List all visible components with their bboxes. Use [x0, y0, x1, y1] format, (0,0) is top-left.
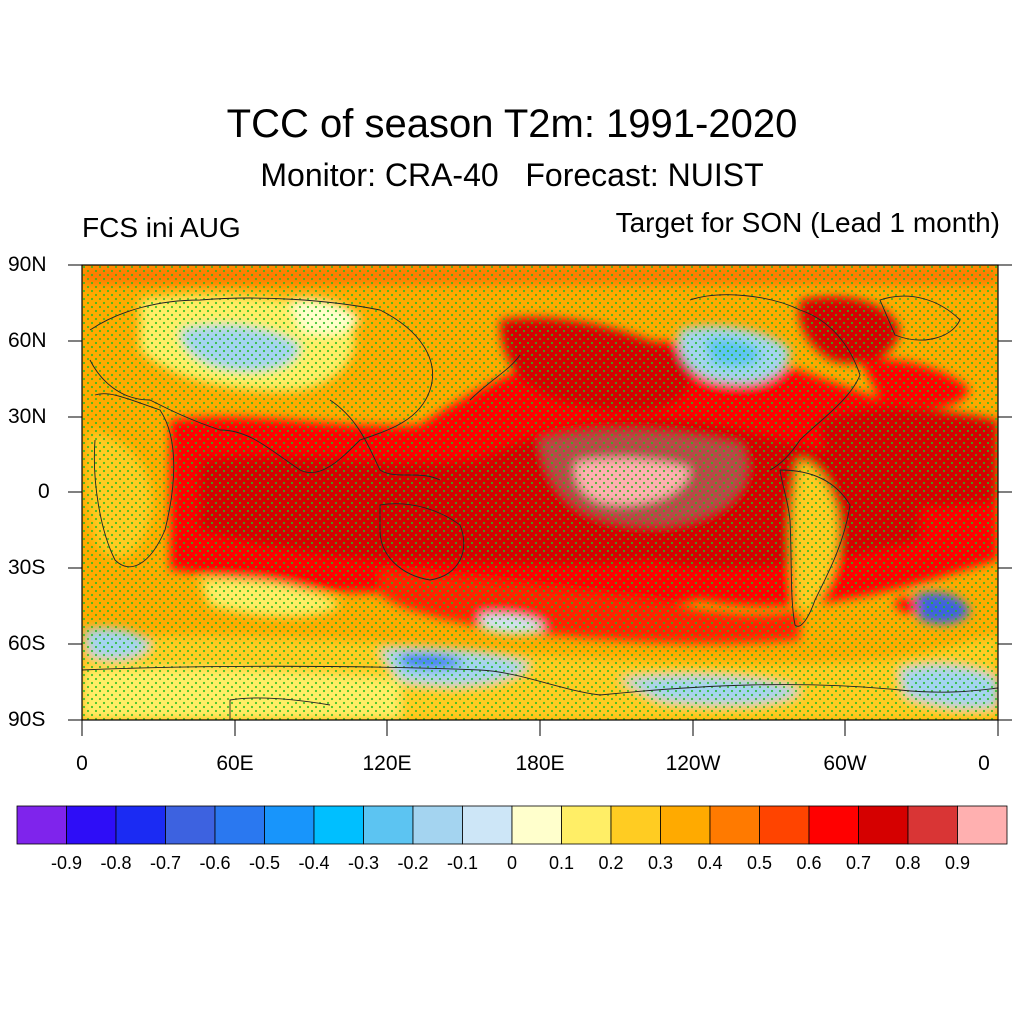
- colorbar-tick-label: 0.1: [548, 853, 575, 873]
- lon-label-60w: 60W: [823, 752, 867, 775]
- colorbar-swatch: [759, 805, 810, 845]
- colorbar-tick-label: 0.4: [697, 853, 723, 873]
- correlation-field: [82, 265, 998, 720]
- map-title: TCC of season T2m: 1991-2020: [226, 102, 798, 146]
- lon-label-120e: 120E: [362, 752, 412, 775]
- colorbar-swatch: [709, 805, 760, 845]
- colorbar-swatch: [561, 805, 612, 845]
- lat-label-eq: 0: [38, 480, 50, 503]
- lat-ticks: [68, 264, 1012, 721]
- coastlines: [82, 294, 998, 720]
- colorbar-tick-label: 0.5: [746, 853, 773, 873]
- colorbar-swatch: [610, 805, 661, 845]
- colorbar-swatch: [808, 805, 859, 845]
- colorbar-tick-label: 0.9: [944, 853, 971, 873]
- colorbar-swatch: [264, 805, 315, 845]
- lon-label-0-right: 0: [978, 752, 990, 775]
- colorbar-swatch: [115, 805, 166, 845]
- colorbar-swatch: [165, 805, 216, 845]
- colorbar-tick-label: -0.9: [50, 853, 83, 873]
- colorbar: [16, 805, 1008, 845]
- colorbar-tick-label: -0.8: [100, 853, 132, 873]
- target-season-label: Target for SON (Lead 1 month): [615, 207, 1000, 238]
- colorbar-tick-label: 0.8: [895, 853, 921, 873]
- colorbar-tick-label: -0.3: [347, 853, 380, 873]
- colorbar-tick-label: -0.4: [298, 853, 330, 873]
- colorbar-tick-label: 0.2: [598, 853, 624, 873]
- colorbar-tick-label: -0.2: [397, 853, 429, 873]
- colorbar-tick-label: -0.6: [199, 853, 231, 873]
- colorbar-swatch: [412, 805, 463, 845]
- colorbar-swatch: [511, 805, 562, 845]
- colorbar-swatch: [957, 805, 1008, 845]
- significance-stippling: [82, 265, 998, 720]
- map-subtitle: Monitor: CRA-40 Forecast: NUIST: [260, 157, 764, 193]
- lat-label-30n: 30N: [8, 405, 47, 428]
- colorbar-tick-label: 0.3: [647, 853, 674, 873]
- lon-label-60e: 60E: [216, 752, 254, 775]
- colorbar-swatch: [16, 805, 67, 845]
- colorbar-tick-label: 0.7: [845, 853, 872, 873]
- colorbar-swatch: [907, 805, 958, 845]
- colorbar-swatch: [313, 805, 364, 845]
- colorbar-swatch: [66, 805, 117, 845]
- init-month-label: FCS ini AUG: [82, 212, 241, 243]
- lat-label-90n: 90N: [8, 253, 47, 276]
- lat-label-60s: 60S: [8, 632, 46, 655]
- lon-label-120w: 120W: [665, 752, 721, 775]
- lon-ticks: [81, 720, 999, 736]
- lat-label-90s: 90S: [8, 708, 46, 731]
- lon-label-0: 0: [76, 752, 88, 775]
- colorbar-tick-label: -0.5: [248, 853, 281, 873]
- lon-label-180e: 180E: [515, 752, 565, 775]
- colorbar-swatch: [214, 805, 265, 845]
- colorbar-swatch: [858, 805, 909, 845]
- colorbar-swatch: [660, 805, 711, 845]
- lat-label-30s: 30S: [8, 556, 46, 579]
- colorbar-tick-label: 0.6: [796, 853, 822, 873]
- colorbar-swatch: [462, 805, 513, 845]
- colorbar-swatch: [363, 805, 414, 845]
- colorbar-tick-label: 0: [506, 853, 517, 873]
- colorbar-tick-label: -0.1: [446, 853, 479, 873]
- lat-label-60n: 60N: [8, 329, 47, 352]
- colorbar-tick-label: -0.7: [149, 853, 182, 873]
